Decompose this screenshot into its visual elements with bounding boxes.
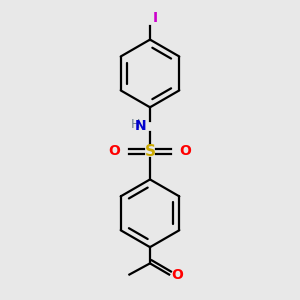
Text: N: N bbox=[135, 119, 146, 134]
Text: O: O bbox=[109, 145, 121, 158]
Text: O: O bbox=[172, 268, 183, 281]
Text: I: I bbox=[153, 11, 158, 26]
Text: H: H bbox=[130, 118, 140, 131]
Text: O: O bbox=[179, 145, 191, 158]
Text: S: S bbox=[145, 144, 155, 159]
